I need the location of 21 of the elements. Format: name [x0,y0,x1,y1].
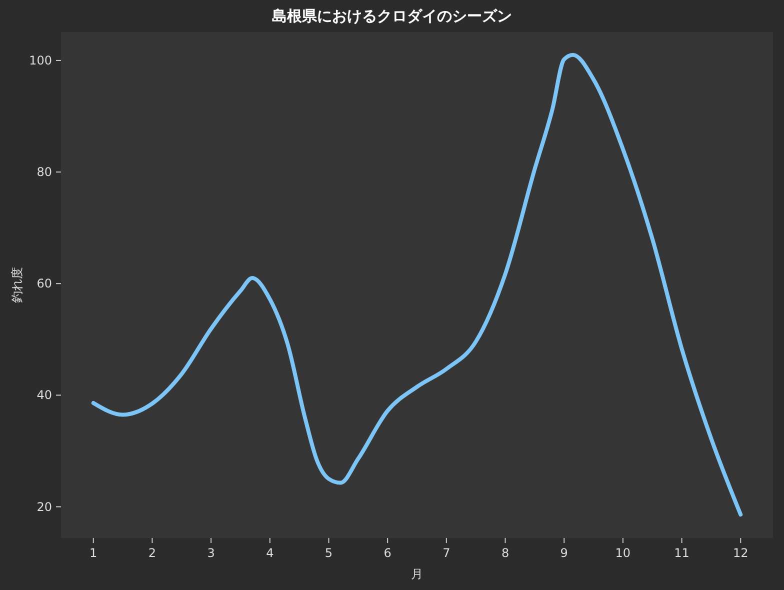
x-tick-label: 10 [615,546,631,560]
x-axis-title: 月 [411,567,423,581]
x-tick-label: 8 [501,546,510,560]
y-tick-label: 60 [36,276,52,291]
x-tick-label: 1 [90,546,98,560]
y-tick-label: 20 [36,500,52,514]
y-tick-label: 40 [36,388,52,402]
x-tick-label: 3 [207,546,215,560]
y-axis-title: 釣れ度 [10,267,24,303]
x-tick-label: 9 [560,546,568,560]
x-tick-label: 11 [674,546,690,560]
x-tick-label: 4 [266,546,274,560]
x-tick-label: 2 [148,546,156,560]
x-tick-label: 5 [324,546,333,560]
y-tick-label: 80 [36,165,52,180]
y-tick-label: 100 [29,53,52,68]
x-tick-label: 12 [732,546,748,560]
line-series [91,52,743,517]
x-tick-label: 7 [442,546,450,560]
x-tick-label: 6 [384,546,392,560]
chart-title: 島根県におけるクロダイのシーズン [272,7,512,25]
